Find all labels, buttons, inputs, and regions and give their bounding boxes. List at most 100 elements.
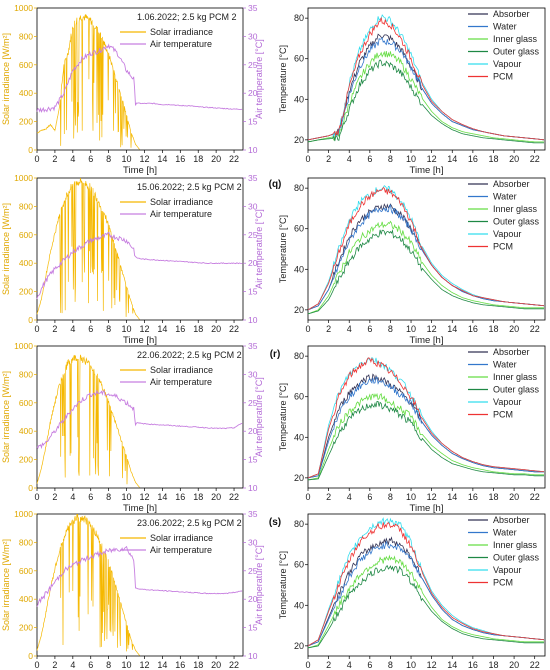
right-y-tick-label: 20 bbox=[294, 641, 304, 651]
series-line-pcm bbox=[307, 17, 545, 141]
left-y1-tick-label: 200 bbox=[19, 455, 33, 465]
legend-title: 1.06.2022; 2.5 kg PCM 2 bbox=[137, 12, 237, 22]
right-x-tick-label: 6 bbox=[367, 324, 372, 334]
right-x-tick-label: 0 bbox=[305, 154, 310, 164]
legend-label-series: Water bbox=[493, 360, 517, 370]
legend-label-series: Vapour bbox=[493, 397, 521, 407]
right-y-tick-label: 20 bbox=[294, 135, 304, 145]
legend-title: 15.06.2022; 2.5 kg PCM 2 bbox=[137, 182, 242, 192]
right-x-tick-label: 2 bbox=[326, 660, 331, 670]
legend-label-series: Outer glass bbox=[493, 47, 540, 57]
left-x-axis-label: Time [h] bbox=[123, 165, 157, 176]
left-x-tick-label: 6 bbox=[88, 660, 93, 670]
right-x-tick-label: 2 bbox=[326, 492, 331, 502]
right-x-tick-label: 16 bbox=[468, 660, 478, 670]
left-plot-frame bbox=[36, 177, 244, 321]
right-x-tick-label: 8 bbox=[388, 492, 393, 502]
right-y-tick-label: 40 bbox=[294, 600, 304, 610]
right-y-tick-label: 40 bbox=[294, 94, 304, 104]
left-y1-tick-label: 1000 bbox=[14, 173, 33, 183]
left-y2-tick-label: 25 bbox=[248, 398, 258, 408]
left-x-tick-label: 16 bbox=[175, 492, 185, 502]
left-y1-tick-label: 0 bbox=[28, 483, 33, 493]
air-temperature-line bbox=[36, 545, 243, 607]
right-y-tick-label: 80 bbox=[294, 183, 304, 193]
legend-label-series: Vapour bbox=[493, 565, 521, 575]
right-x-tick-label: 10 bbox=[406, 324, 416, 334]
right-x-tick-label: 20 bbox=[509, 154, 519, 164]
left-y1-axis-label: Solar irradiance [W/m²] bbox=[1, 33, 11, 125]
right-y-tick-label: 80 bbox=[294, 351, 304, 361]
left-y1-tick-label: 400 bbox=[19, 594, 33, 604]
air-temperature-line bbox=[36, 231, 243, 300]
legend-title: 22.06.2022; 2.5 kg PCM 2 bbox=[137, 350, 242, 360]
left-y2-tick-label: 35 bbox=[248, 509, 258, 519]
left-y1-tick-label: 400 bbox=[19, 88, 33, 98]
legend-label-irradiance: Solar irradiance bbox=[150, 197, 213, 207]
left-y1-axis-label: Solar irradiance [W/m²] bbox=[1, 539, 11, 631]
series-line-pcm bbox=[307, 357, 545, 479]
left-y2-tick-label: 10 bbox=[248, 483, 258, 493]
right-y-tick-label: 40 bbox=[294, 264, 304, 274]
right-x-tick-label: 18 bbox=[488, 492, 498, 502]
left-x-tick-label: 0 bbox=[34, 492, 39, 502]
series-line-outer-glass bbox=[307, 59, 544, 144]
left-y1-tick-label: 800 bbox=[19, 369, 33, 379]
legend-label-irradiance: Solar irradiance bbox=[150, 533, 213, 543]
legend-label-irradiance: Solar irradiance bbox=[150, 365, 213, 375]
legend-label-series: Vapour bbox=[493, 229, 521, 239]
right-x-tick-label: 4 bbox=[347, 492, 352, 502]
left-x-tick-label: 6 bbox=[88, 324, 93, 334]
left-x-tick-label: 12 bbox=[139, 660, 149, 670]
right-y-axis-label: Temperature [°C] bbox=[278, 551, 288, 619]
legend-label-series: Water bbox=[493, 192, 517, 202]
left-x-tick-label: 8 bbox=[106, 154, 111, 164]
right-plot-frame bbox=[307, 177, 546, 321]
right-x-tick-label: 0 bbox=[305, 324, 310, 334]
left-x-tick-label: 14 bbox=[157, 154, 167, 164]
right-x-tick-label: 22 bbox=[530, 492, 540, 502]
right-x-tick-label: 12 bbox=[427, 492, 437, 502]
right-x-tick-label: 16 bbox=[468, 324, 478, 334]
right-y-axis-label: Temperature [°C] bbox=[278, 45, 288, 113]
legend-label-series: Absorber bbox=[493, 347, 530, 357]
left-y2-axis-label: Air temperature [°C] bbox=[254, 209, 264, 289]
left-x-axis-label: Time [h] bbox=[123, 503, 157, 514]
legend-label-series: Inner glass bbox=[493, 34, 538, 44]
right-x-tick-label: 18 bbox=[488, 154, 498, 164]
right-y-tick-label: 60 bbox=[294, 224, 304, 234]
legend-label-series: PCM bbox=[493, 242, 513, 252]
right-x-tick-label: 10 bbox=[406, 660, 416, 670]
right-x-tick-label: 14 bbox=[447, 324, 457, 334]
series-line-water bbox=[307, 376, 544, 479]
left-y1-tick-label: 800 bbox=[19, 31, 33, 41]
legend-label-series: Absorber bbox=[493, 179, 530, 189]
legend-label-air: Air temperature bbox=[150, 545, 212, 555]
right-x-tick-label: 8 bbox=[388, 154, 393, 164]
right-x-tick-label: 14 bbox=[447, 154, 457, 164]
right-y-tick-label: 60 bbox=[294, 54, 304, 64]
left-y2-tick-label: 30 bbox=[248, 369, 258, 379]
left-x-tick-label: 12 bbox=[139, 324, 149, 334]
right-x-tick-label: 4 bbox=[347, 660, 352, 670]
right-x-tick-label: 12 bbox=[427, 154, 437, 164]
left-plot-frame bbox=[36, 513, 244, 657]
legend-label-series: Inner glass bbox=[493, 204, 538, 214]
left-x-tick-label: 0 bbox=[34, 660, 39, 670]
left-y2-tick-label: 30 bbox=[248, 537, 258, 547]
left-y2-tick-label: 30 bbox=[248, 201, 258, 211]
left-y1-axis-label: Solar irradiance [W/m²] bbox=[1, 371, 11, 463]
left-x-tick-label: 2 bbox=[52, 660, 57, 670]
right-x-tick-label: 4 bbox=[347, 154, 352, 164]
left-x-tick-label: 6 bbox=[88, 492, 93, 502]
left-x-tick-label: 22 bbox=[229, 324, 239, 334]
left-x-tick-label: 12 bbox=[139, 154, 149, 164]
left-x-tick-label: 10 bbox=[122, 660, 132, 670]
legend-label-series: Outer glass bbox=[493, 217, 540, 227]
right-x-tick-label: 18 bbox=[488, 660, 498, 670]
right-y-tick-label: 80 bbox=[294, 519, 304, 529]
legend-label-air: Air temperature bbox=[150, 209, 212, 219]
left-y2-tick-label: 20 bbox=[248, 594, 258, 604]
right-y-tick-label: 20 bbox=[294, 473, 304, 483]
